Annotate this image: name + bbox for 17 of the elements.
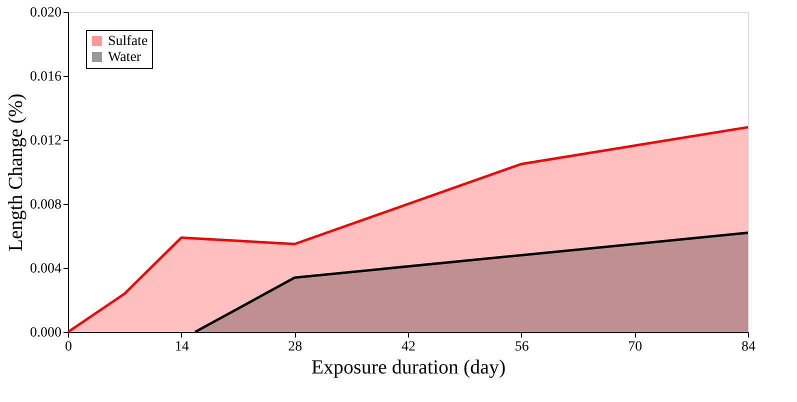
x-axis-title: Exposure duration (day) <box>311 356 506 378</box>
x-tick-label: 0 <box>65 340 72 354</box>
y-tick-label: 0.012 <box>30 134 62 148</box>
y-tick-label: 0.020 <box>30 6 62 20</box>
x-tick-label: 56 <box>514 340 529 354</box>
x-tick-label: 42 <box>402 340 416 354</box>
legend-label: Sulfate <box>108 34 148 49</box>
y-tick-label: 0.000 <box>30 326 62 340</box>
y-axis-title: Length Change (%) <box>5 94 27 252</box>
y-tick-label: 0.008 <box>30 198 62 212</box>
y-tick-label: 0.016 <box>30 70 62 84</box>
x-tick-label: 14 <box>174 340 189 354</box>
x-tick-label: 84 <box>742 340 756 354</box>
y-tick-label: 0.004 <box>30 262 62 276</box>
x-tick-label: 28 <box>288 340 302 354</box>
x-tick-label: 70 <box>628 340 642 354</box>
legend-label: Water <box>108 50 142 65</box>
